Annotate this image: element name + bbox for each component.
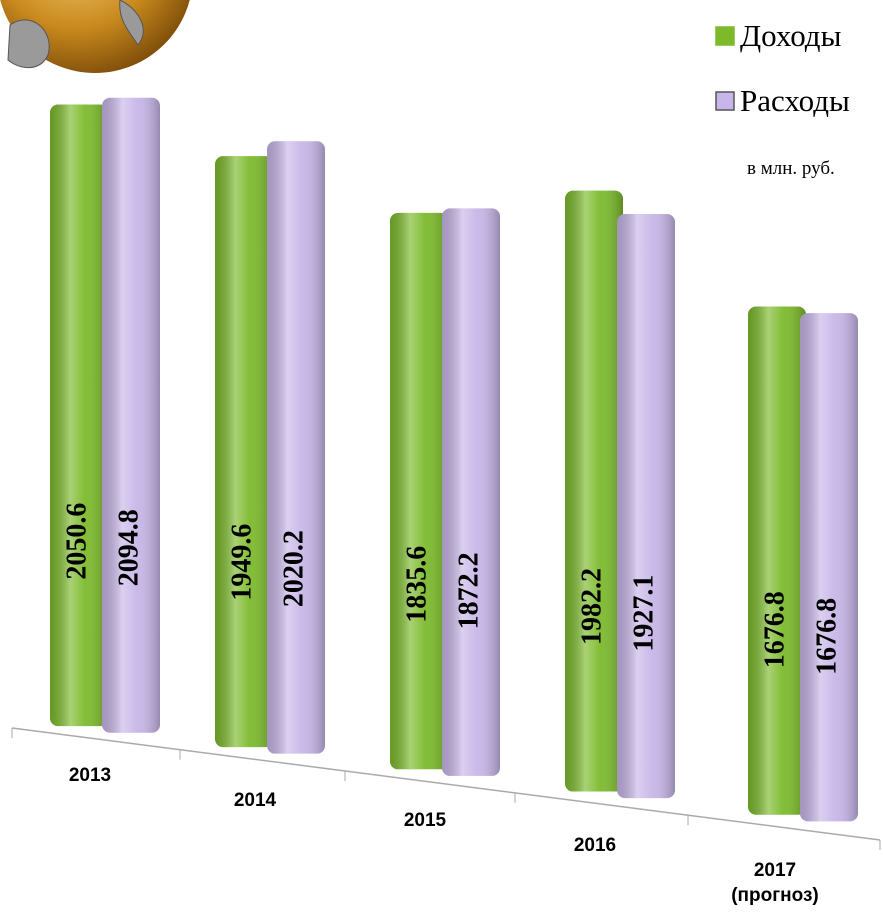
bar-shine [390,213,448,769]
page: 2050.6 2094.8 1949.6 2020.2 1835.6 1872.2 1982… [0,0,883,916]
data-label: 2094.8 [113,509,144,586]
unit-note: в млн. руб. [747,158,835,180]
bar-group: 1872.2 [442,208,500,776]
legend-label: Доходы [740,18,841,54]
bar-shine [442,208,500,776]
bar-group: 1949.6 [215,156,273,747]
data-label: 2050.6 [61,503,92,580]
bar-shine [617,214,675,798]
x-tick-label: 2015 [370,808,480,833]
bar-group: 1676.8 [800,313,858,821]
globe-decoration [0,0,193,73]
bar-shine [800,313,858,821]
data-label: 2020.2 [278,530,309,607]
bar-group: 2050.6 [50,105,108,727]
data-label: 1676.8 [811,598,842,675]
bar-group: 2094.8 [102,98,160,733]
bar-shine [215,156,273,747]
data-label: 1927.1 [628,575,659,652]
data-label: 1949.6 [226,524,257,601]
bar-shine [267,141,325,753]
legend-swatch [716,27,734,45]
bar-shine [50,105,108,727]
legend-swatch [716,92,734,110]
x-tick-label: 2016 [540,833,650,858]
bar-group: 1982.2 [565,191,623,792]
bar-group: 2020.2 [267,141,325,753]
data-label: 1676.8 [759,591,790,668]
bar-shine [565,191,623,792]
data-label: 1835.6 [401,546,432,623]
data-label: 1982.2 [576,568,607,645]
x-tick-label: 2014 [200,788,310,813]
x-tick-label: 2013 [35,763,145,788]
data-label: 1872.2 [453,552,484,629]
x-tick-label: 2017 (прогноз) [720,858,830,908]
bar-group: 1835.6 [390,213,448,769]
bar-shine [748,306,806,814]
legend-label: Расходы [740,83,850,119]
bar-group: 1927.1 [617,214,675,798]
bar-shine [102,98,160,733]
bar-group: 1676.8 [748,306,806,814]
